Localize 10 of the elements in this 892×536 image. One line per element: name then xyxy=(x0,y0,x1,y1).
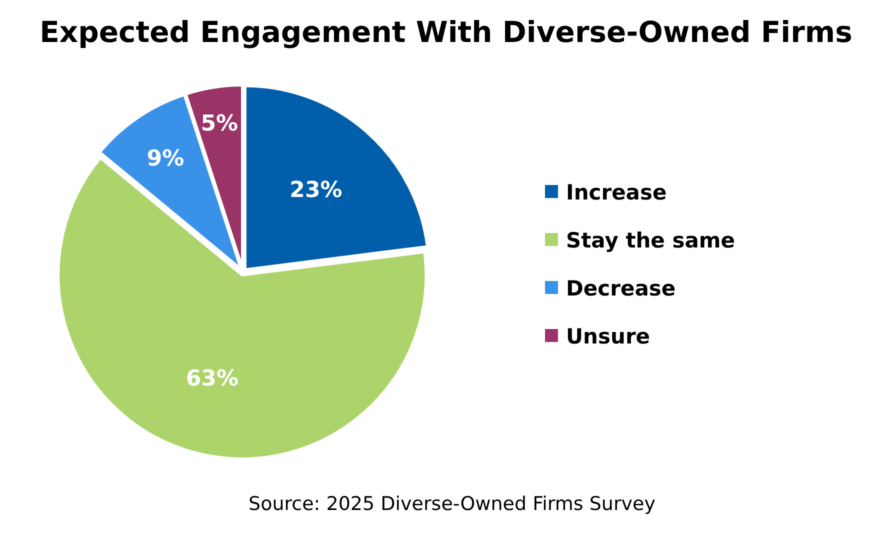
data-label: 9% xyxy=(146,146,184,172)
data-label: 63% xyxy=(186,366,239,392)
chart-title: Expected Engagement With Diverse-Owned Firms xyxy=(40,15,852,49)
legend-label: Increase xyxy=(566,180,667,204)
data-label: 23% xyxy=(290,178,342,203)
data-label: 5% xyxy=(200,112,238,137)
legend-label: Decrease xyxy=(566,276,676,300)
legend-label: Unsure xyxy=(566,324,650,348)
source-note: Source: 2025 Diverse-Owned Firms Survey xyxy=(248,493,656,515)
legend-label: Stay the same xyxy=(566,228,736,252)
